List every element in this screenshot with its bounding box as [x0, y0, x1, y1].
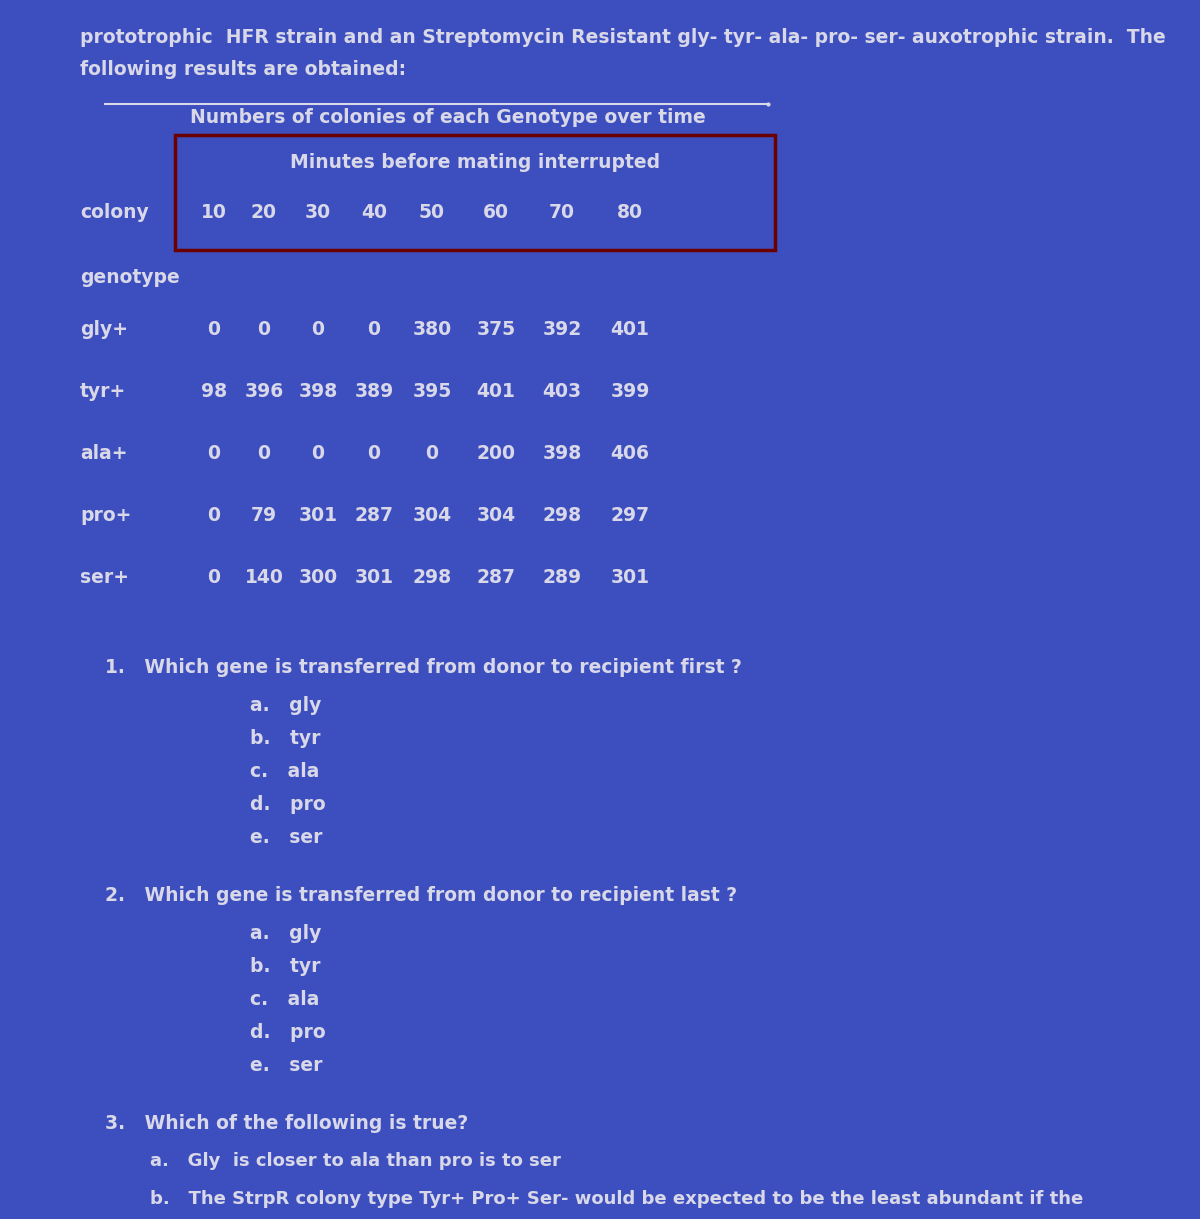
Text: 392: 392 — [542, 321, 582, 339]
Text: 50: 50 — [419, 204, 445, 222]
Text: 70: 70 — [550, 204, 575, 222]
Text: 399: 399 — [611, 382, 649, 401]
Text: genotype: genotype — [80, 268, 180, 286]
Text: 20: 20 — [251, 204, 277, 222]
Text: 0: 0 — [426, 444, 438, 463]
Text: 301: 301 — [299, 506, 337, 525]
Text: 401: 401 — [476, 382, 516, 401]
Text: 395: 395 — [413, 382, 451, 401]
Text: b.   The StrpR colony type Tyr+ Pro+ Ser- would be expected to be the least abun: b. The StrpR colony type Tyr+ Pro+ Ser- … — [150, 1190, 1084, 1208]
Text: 0: 0 — [208, 321, 221, 339]
Text: 0: 0 — [367, 321, 380, 339]
Text: 98: 98 — [200, 382, 227, 401]
Text: e.   ser: e. ser — [250, 828, 323, 847]
Text: b.   tyr: b. tyr — [250, 729, 320, 748]
Text: 406: 406 — [611, 444, 649, 463]
Text: 398: 398 — [299, 382, 337, 401]
Text: 396: 396 — [245, 382, 283, 401]
Text: tyr+: tyr+ — [80, 382, 126, 401]
Text: 80: 80 — [617, 204, 643, 222]
Text: 297: 297 — [611, 506, 649, 525]
Text: colony: colony — [80, 204, 149, 222]
Text: c.   ala: c. ala — [250, 990, 319, 1009]
Text: 375: 375 — [476, 321, 516, 339]
Text: Numbers of colonies of each Genotype over time: Numbers of colonies of each Genotype ove… — [190, 108, 706, 127]
Text: pro+: pro+ — [80, 506, 131, 525]
Text: 0: 0 — [367, 444, 380, 463]
Text: prototrophic  HFR strain and an Streptomycin Resistant gly- tyr- ala- pro- ser- : prototrophic HFR strain and an Streptomy… — [80, 28, 1165, 48]
Text: d.   pro: d. pro — [250, 1023, 325, 1042]
Text: e.   ser: e. ser — [250, 1056, 323, 1075]
Text: 0: 0 — [312, 321, 324, 339]
Text: 301: 301 — [354, 568, 394, 588]
Text: 79: 79 — [251, 506, 277, 525]
Text: 0: 0 — [208, 444, 221, 463]
Text: d.   pro: d. pro — [250, 795, 325, 814]
Text: 304: 304 — [413, 506, 451, 525]
Text: 140: 140 — [245, 568, 283, 588]
Text: 2.   Which gene is transferred from donor to recipient last ?: 2. Which gene is transferred from donor … — [106, 886, 737, 904]
Text: 3.   Which of the following is true?: 3. Which of the following is true? — [106, 1114, 468, 1132]
Text: 389: 389 — [354, 382, 394, 401]
Text: 40: 40 — [361, 204, 386, 222]
Text: 403: 403 — [542, 382, 582, 401]
Text: 300: 300 — [299, 568, 337, 588]
Text: 301: 301 — [611, 568, 649, 588]
Text: a.   gly: a. gly — [250, 924, 322, 944]
Text: 401: 401 — [611, 321, 649, 339]
Text: 0: 0 — [312, 444, 324, 463]
Text: 298: 298 — [413, 568, 451, 588]
Text: Minutes before mating interrupted: Minutes before mating interrupted — [290, 154, 660, 172]
Text: 0: 0 — [258, 444, 270, 463]
Text: b.   tyr: b. tyr — [250, 957, 320, 976]
Text: 1.   Which gene is transferred from donor to recipient first ?: 1. Which gene is transferred from donor … — [106, 658, 742, 677]
Text: 304: 304 — [476, 506, 516, 525]
Text: gly+: gly+ — [80, 321, 128, 339]
Text: 289: 289 — [542, 568, 582, 588]
Text: 0: 0 — [208, 568, 221, 588]
Text: following results are obtained:: following results are obtained: — [80, 60, 406, 79]
Text: 0: 0 — [208, 506, 221, 525]
Text: 30: 30 — [305, 204, 331, 222]
Text: 10: 10 — [202, 204, 227, 222]
Text: a.   Gly  is closer to ala than pro is to ser: a. Gly is closer to ala than pro is to s… — [150, 1152, 560, 1170]
Text: 298: 298 — [542, 506, 582, 525]
Text: ser+: ser+ — [80, 568, 130, 588]
Text: a.   gly: a. gly — [250, 696, 322, 716]
Text: 200: 200 — [476, 444, 516, 463]
Text: 287: 287 — [476, 568, 516, 588]
Text: 287: 287 — [354, 506, 394, 525]
Text: 398: 398 — [542, 444, 582, 463]
Text: c.   ala: c. ala — [250, 762, 319, 781]
Text: ala+: ala+ — [80, 444, 127, 463]
Text: 380: 380 — [413, 321, 451, 339]
Text: 0: 0 — [258, 321, 270, 339]
Text: 60: 60 — [482, 204, 509, 222]
Bar — [175, 135, 775, 250]
